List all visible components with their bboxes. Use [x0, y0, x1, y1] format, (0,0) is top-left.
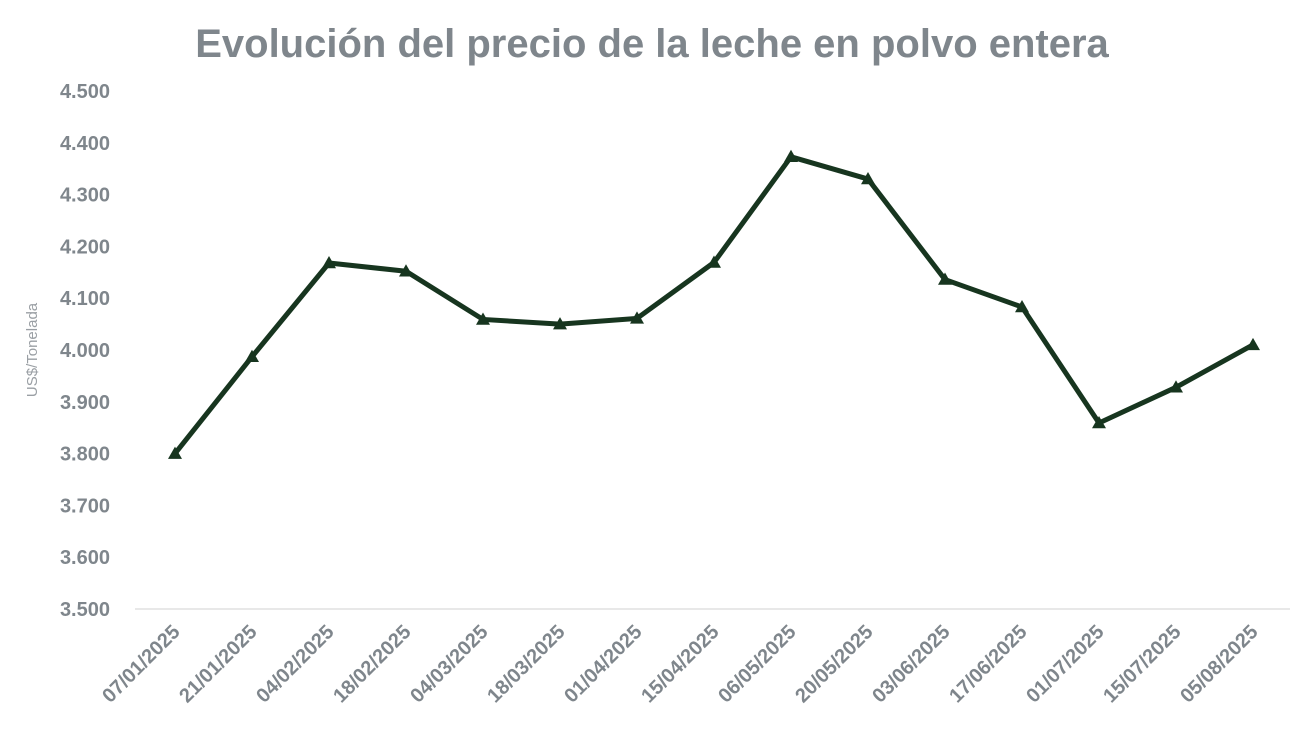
data-point-marker [784, 149, 798, 163]
x-tick-label: 01/07/2025 [1022, 621, 1108, 707]
y-axis-ticks: 3.500 3.600 3.700 3.800 3.900 4.000 4.100 4.200… [60, 81, 110, 621]
y-tick-label: 4.200 [60, 236, 110, 258]
y-tick-label: 3.900 [60, 392, 110, 414]
data-point-marker [938, 272, 952, 285]
x-tick-label: 01/04/2025 [560, 621, 646, 707]
y-axis-label: US$/Tonelada [24, 302, 41, 397]
data-point-marker [399, 264, 413, 277]
y-tick-label: 3.500 [60, 599, 110, 621]
x-tick-label: 05/08/2025 [1176, 621, 1262, 707]
chart-title: Evolución del precio de la leche en polv… [195, 22, 1109, 66]
x-tick-label: 07/01/2025 [98, 621, 184, 707]
y-tick-label: 4.500 [60, 81, 110, 103]
data-point-marker [707, 255, 721, 268]
x-axis-ticks: 07/01/202521/01/202504/02/202518/02/2025… [98, 621, 1262, 707]
data-point-marker [476, 312, 490, 325]
series-group [168, 149, 1260, 459]
data-point-marker [168, 446, 182, 459]
data-point-marker [1015, 300, 1029, 313]
y-tick-label: 4.400 [60, 133, 110, 155]
x-tick-label: 18/02/2025 [329, 621, 415, 707]
x-tick-label: 03/06/2025 [868, 621, 954, 707]
y-tick-label: 4.300 [60, 185, 110, 207]
data-point-marker [1246, 337, 1260, 351]
y-tick-label: 4.000 [60, 340, 110, 362]
data-point-marker [1169, 380, 1183, 393]
data-point-marker [322, 255, 336, 269]
y-tick-label: 3.700 [60, 495, 110, 517]
data-point-marker [553, 317, 567, 330]
x-tick-label: 06/05/2025 [714, 621, 800, 707]
x-tick-label: 21/01/2025 [175, 621, 261, 707]
y-tick-label: 4.100 [60, 288, 110, 310]
y-tick-label: 3.800 [60, 444, 110, 466]
data-point-marker [630, 311, 644, 324]
x-tick-label: 15/04/2025 [637, 621, 723, 707]
x-tick-label: 15/07/2025 [1099, 621, 1185, 707]
y-tick-label: 3.600 [60, 547, 110, 569]
data-point-marker [1092, 416, 1106, 429]
x-tick-label: 20/05/2025 [791, 621, 877, 707]
x-tick-label: 17/06/2025 [945, 621, 1031, 707]
series-line [172, 154, 1256, 457]
x-tick-label: 18/03/2025 [483, 621, 569, 707]
x-tick-label: 04/02/2025 [252, 621, 338, 707]
data-point-marker [245, 349, 259, 362]
data-point-marker [861, 172, 875, 185]
x-tick-label: 04/03/2025 [406, 621, 492, 707]
